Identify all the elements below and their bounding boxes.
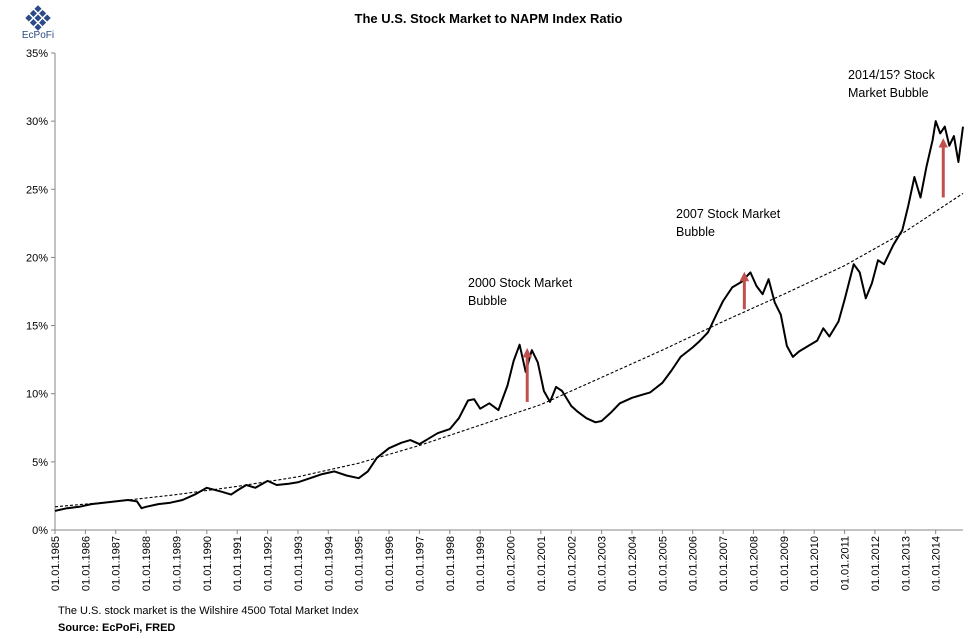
x-tick-label: 01.01.2013 bbox=[900, 536, 912, 591]
x-tick-label: 01.01.1985 bbox=[50, 536, 62, 591]
x-tick-label: 01.01.2005 bbox=[657, 536, 669, 591]
x-tick-label: 01.01.2002 bbox=[566, 536, 578, 591]
x-tick-label: 01.01.1990 bbox=[202, 536, 214, 591]
x-tick-label: 01.01.2000 bbox=[506, 536, 518, 591]
x-tick-label: 01.01.2008 bbox=[748, 536, 760, 591]
footnote: The U.S. stock market is the Wilshire 45… bbox=[58, 605, 359, 617]
chart-title: The U.S. Stock Market to NAPM Index Rati… bbox=[354, 11, 623, 26]
annotation-2007-line1: 2007 Stock Market bbox=[676, 207, 781, 221]
ratio-line bbox=[54, 120, 964, 512]
logo-text: EcPoFi bbox=[21, 30, 55, 41]
y-tick-label: 20% bbox=[26, 252, 48, 264]
x-tick-label: 01.01.2009 bbox=[779, 536, 791, 591]
x-tick-label: 01.01.1998 bbox=[445, 536, 457, 591]
y-tick-label: 15% bbox=[26, 321, 48, 333]
y-tick-label: 10% bbox=[26, 389, 48, 401]
trend-line bbox=[54, 192, 964, 508]
x-tick-label: 01.01.2012 bbox=[870, 536, 882, 591]
x-tick-label: 01.01.1987 bbox=[111, 536, 123, 591]
x-tick-label: 01.01.1991 bbox=[232, 536, 244, 591]
y-tick-label: 25% bbox=[26, 184, 48, 196]
annotation-2000-line1: 2000 Stock Market bbox=[468, 276, 573, 290]
x-tick-label: 01.01.2006 bbox=[688, 536, 700, 591]
annotation-2007: 2007 Stock Market Bubble bbox=[676, 205, 780, 241]
y-tick-label: 30% bbox=[26, 116, 48, 128]
x-tick-label: 01.01.1994 bbox=[323, 536, 335, 591]
annotation-2007-line2: Bubble bbox=[676, 225, 715, 239]
y-tick-label: 5% bbox=[32, 457, 48, 469]
x-tick-label: 01.01.2010 bbox=[809, 536, 821, 591]
annotation-2014-line2: Market Bubble bbox=[848, 86, 929, 100]
x-tick-label: 01.01.1986 bbox=[80, 536, 92, 591]
x-tick-label: 01.01.1999 bbox=[475, 536, 487, 591]
axes: 0% 5% 10% 15% 20% 25% 30% 35% 01.01.1985 01.01.19… bbox=[26, 48, 963, 591]
x-tick-label: 01.01.1993 bbox=[293, 536, 305, 591]
annotation-2000: 2000 Stock Market Bubble bbox=[468, 274, 572, 310]
series-layer bbox=[54, 120, 964, 512]
x-tick-label: 01.01.2001 bbox=[536, 536, 548, 591]
annotation-2000-line2: Bubble bbox=[468, 294, 507, 308]
x-tick-label: 01.01.1997 bbox=[414, 536, 426, 591]
ecpofi-logo-icon bbox=[25, 5, 51, 31]
x-tick-label: 01.01.2011 bbox=[840, 536, 852, 590]
x-tick-label: 01.01.1988 bbox=[141, 536, 153, 591]
x-tick-label: 01.01.2004 bbox=[627, 536, 639, 591]
x-tick-label: 01.01.2007 bbox=[718, 536, 730, 591]
y-tick-label: 35% bbox=[26, 48, 48, 60]
x-tick-label: 01.01.2014 bbox=[931, 536, 943, 591]
arrows-layer bbox=[522, 138, 949, 402]
annotation-2014: 2014/15? Stock Market Bubble bbox=[848, 66, 935, 102]
x-tick-label: 01.01.1995 bbox=[354, 536, 366, 591]
y-tick-label: 0% bbox=[32, 525, 48, 537]
source-note: Source: EcPoFi, FRED bbox=[58, 622, 176, 634]
x-tick-label: 01.01.2003 bbox=[597, 536, 609, 591]
x-tick-label: 01.01.1989 bbox=[171, 536, 183, 591]
x-tick-label: 01.01.1996 bbox=[384, 536, 396, 591]
annotation-2014-line1: 2014/15? Stock bbox=[848, 68, 935, 82]
x-tick-label: 01.01.1992 bbox=[263, 536, 275, 591]
